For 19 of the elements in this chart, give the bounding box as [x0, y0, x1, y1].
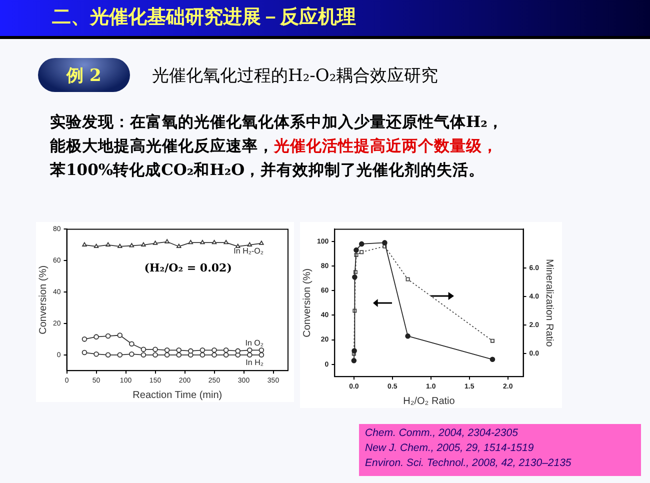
- text: 苯100%转化成CO₂和H₂O，并有效抑制了光催化剂的失活。: [50, 159, 486, 181]
- text: 能极大地提高光催化反应速率，: [50, 136, 274, 155]
- y-axis-title: Conversion (%): [302, 268, 313, 338]
- text: New J. Chem., 2005, 29, 1514-1519: [365, 441, 535, 456]
- series-label: In H₂: [246, 358, 264, 368]
- y-axis-title: Conversion (%): [38, 265, 49, 334]
- y2-axis-title: Mineralization Ratio: [543, 258, 554, 348]
- text: 光催化氧化过程的H₂-O₂耦合效应研究: [152, 65, 438, 87]
- text: 例 2: [38, 58, 130, 92]
- annotation: (H₂/O₂ = 0.02): [144, 262, 232, 275]
- series-label: In O₂: [245, 338, 264, 348]
- text: Environ. Sci. Technol., 2008, 42, 2130–2135: [365, 456, 572, 471]
- series-label: In H₂-O₂: [234, 246, 264, 256]
- text: Chem. Comm., 2004, 2304-2305: [365, 426, 519, 441]
- x-axis-title: Reaction Time (min): [132, 390, 222, 401]
- text: 实验发现：在富氧的光催化氧化体系中加入少量还原性气体H₂，: [50, 111, 504, 133]
- text: 二、光催化基础研究进展－反应机理: [52, 5, 356, 30]
- text: 光催化活性提高近两个数量级，: [274, 136, 498, 155]
- x-axis-title: H₂/O₂ Ratio: [403, 396, 456, 407]
